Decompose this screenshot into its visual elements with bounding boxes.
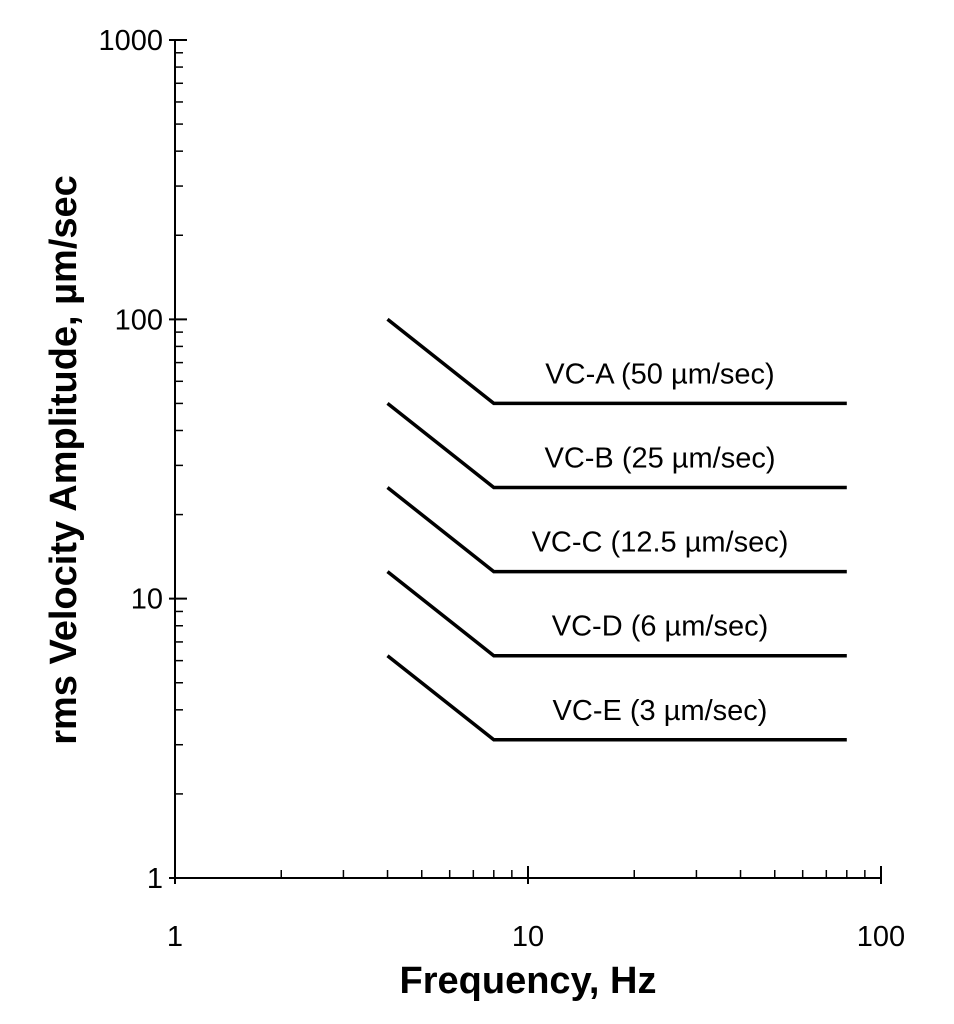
- series-line: [386, 402, 847, 490]
- x-tick-label: 10: [512, 921, 544, 953]
- x-tick-label: 1: [167, 921, 183, 953]
- y-axis-label: rms Velocity Amplitude, µm/sec: [43, 175, 85, 745]
- y-tick-label: 100: [115, 304, 163, 336]
- series-line: [386, 654, 847, 742]
- series-label: VC-E (3 µm/sec): [553, 695, 768, 727]
- series-label: VC-D (6 µm/sec): [552, 611, 769, 643]
- series-label: VC-A (50 µm/sec): [545, 358, 774, 390]
- y-tick-label: 10: [131, 584, 163, 616]
- x-tick-label: 100: [857, 921, 905, 953]
- y-tick-label: 1: [147, 863, 163, 895]
- series-line: [386, 486, 847, 574]
- series-line: [386, 570, 847, 658]
- series-label: VC-C (12.5 µm/sec): [532, 527, 789, 559]
- series-label: VC-B (25 µm/sec): [544, 443, 775, 475]
- series-line: [386, 317, 847, 406]
- y-tick-label: 1000: [98, 25, 163, 57]
- x-axis-label: Frequency, Hz: [400, 960, 657, 1002]
